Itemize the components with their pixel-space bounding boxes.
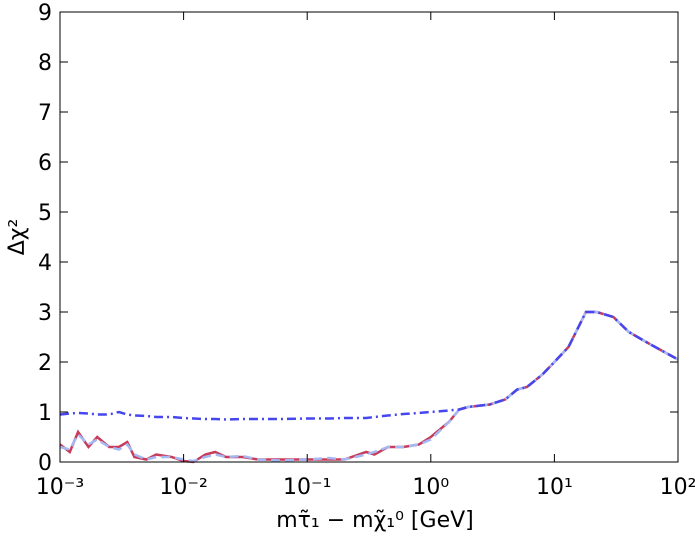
x-tick-label: 10⁻¹: [283, 475, 331, 500]
y-tick-label: 6: [38, 151, 52, 176]
y-tick-label: 7: [38, 101, 52, 126]
y-tick-label: 0: [38, 451, 52, 476]
y-tick-label: 8: [38, 51, 52, 76]
x-tick-label: 10¹: [536, 475, 573, 500]
plot-frame: [59, 11, 679, 463]
y-tick-label: 4: [38, 251, 52, 276]
x-tick-label: 10⁻²: [159, 475, 207, 500]
line-series: [59, 310, 679, 463]
y-tick-label: 5: [38, 201, 52, 226]
y-tick-label: 1: [38, 401, 52, 426]
y-tick-label: 2: [38, 351, 52, 376]
x-tick-label: 10²: [660, 475, 695, 500]
line-series: [59, 310, 679, 421]
line-series: [59, 310, 679, 464]
x-tick-label: 10⁰: [412, 475, 449, 500]
y-tick-label: 9: [38, 1, 52, 26]
x-tick-label: 10⁻³: [36, 475, 84, 500]
x-axis-label: mτ̃₁ − mχ̃₁⁰ [GeV]: [276, 508, 473, 533]
y-axis-label: Δχ²: [5, 219, 30, 256]
y-tick-label: 3: [38, 301, 52, 326]
